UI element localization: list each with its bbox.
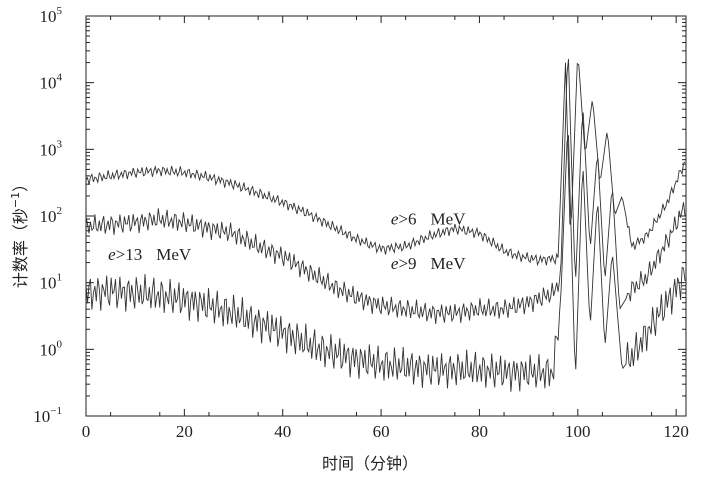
x-tick-label: 40 <box>274 422 291 441</box>
annotation-unit: MeV <box>431 209 467 228</box>
y-tick-exponent: 4 <box>57 72 63 84</box>
y-tick-base: 10 <box>40 74 57 93</box>
y-tick-base: 10 <box>40 7 57 26</box>
y-tick-label: 101 <box>40 272 63 293</box>
annotation-unit: MeV <box>431 254 467 273</box>
series-line-3 <box>85 135 686 392</box>
y-tick-base: 10 <box>40 140 57 159</box>
y-axis-title-exponent: −1 <box>9 192 22 208</box>
annotation-threshold: >6 <box>398 209 416 228</box>
y-tick-exponent: −1 <box>50 405 62 417</box>
annotation-unit: MeV <box>156 245 192 264</box>
y-tick-label: 102 <box>40 205 63 226</box>
y-tick-label: 10−1 <box>33 405 62 426</box>
annotation-threshold: >9 <box>398 254 416 273</box>
y-tick-base: 10 <box>40 274 57 293</box>
y-tick-label: 100 <box>40 338 63 359</box>
series-annotation: e>6 MeV <box>391 209 466 228</box>
y-tick-base: 10 <box>40 207 57 226</box>
x-tick-label: 100 <box>565 422 591 441</box>
y-tick-exponent: 2 <box>57 205 63 217</box>
x-axis: 0 20 40 60 80 100 120 <box>82 16 689 441</box>
annotation-symbol: e <box>391 254 399 273</box>
x-tick-label: 0 <box>82 422 91 441</box>
y-tick-label: 105 <box>40 5 63 26</box>
x-axis-title: 时间（分钟） <box>322 454 418 473</box>
y-tick-base: 10 <box>40 340 57 359</box>
annotation-symbol: e <box>108 245 116 264</box>
series-line-2 <box>85 58 686 325</box>
x-tick-label: 60 <box>373 422 390 441</box>
x-tick-label: 20 <box>176 422 193 441</box>
y-tick-label: 104 <box>40 72 63 93</box>
y-axis-title: 计数率（秒−1） <box>9 176 30 288</box>
y-tick-label: 103 <box>40 138 63 159</box>
y-axis-title-text: 计数率（秒 <box>11 208 30 288</box>
y-axis-title-close: ） <box>11 176 30 192</box>
annotation-symbol: e <box>391 209 399 228</box>
y-tick-base: 10 <box>33 407 50 426</box>
y-tick-exponent: 0 <box>57 338 63 350</box>
series-lines <box>85 58 686 392</box>
x-tick-label: 120 <box>663 422 689 441</box>
annotation-threshold: >13 <box>116 245 143 264</box>
series-annotation: e>13 MeV <box>108 245 192 264</box>
x-tick-label: 80 <box>471 422 488 441</box>
y-tick-exponent: 3 <box>57 138 63 150</box>
series-annotation: e>9 MeV <box>391 254 466 273</box>
y-tick-exponent: 5 <box>57 5 63 17</box>
y-tick-exponent: 1 <box>57 272 63 284</box>
